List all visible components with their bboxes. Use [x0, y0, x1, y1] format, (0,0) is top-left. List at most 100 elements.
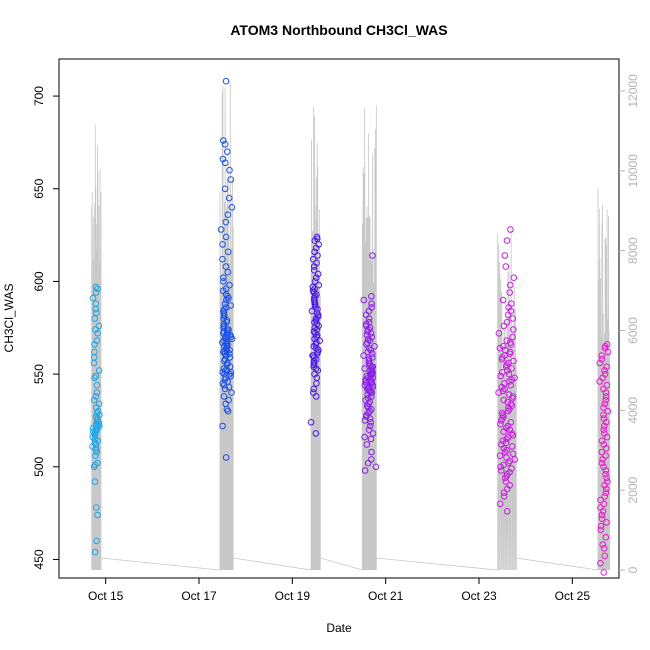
- data-point: [602, 396, 610, 404]
- data-point: [226, 354, 234, 361]
- data-point: [603, 381, 611, 389]
- data-point: [309, 287, 317, 295]
- data-point: [91, 374, 98, 382]
- data-point: [602, 393, 610, 400]
- data-point: [311, 318, 318, 326]
- data-point: [309, 283, 317, 291]
- data-point: [500, 322, 508, 330]
- data-point: [499, 387, 507, 395]
- data-point: [597, 559, 604, 567]
- data-point: [94, 330, 101, 337]
- data-point: [224, 293, 231, 300]
- data-point: [497, 372, 505, 380]
- x-tick-label: Oct 21: [368, 589, 404, 603]
- data-point: [601, 367, 608, 374]
- data-point: [505, 459, 512, 467]
- data-point: [500, 396, 508, 404]
- data-point: [602, 470, 609, 478]
- data-point: [510, 274, 518, 282]
- data-point: [367, 435, 375, 443]
- data-point: [368, 304, 375, 311]
- x-tick-label: Oct 15: [88, 589, 124, 603]
- x-tick-label: Oct 19: [275, 589, 311, 603]
- data-point: [222, 77, 230, 85]
- data-point: [502, 439, 510, 447]
- data-point: [366, 407, 374, 415]
- data-point: [501, 448, 509, 456]
- data-point: [369, 381, 376, 389]
- data-point: [93, 337, 101, 345]
- data-point: [222, 263, 230, 270]
- data-point: [311, 248, 318, 256]
- data-point: [361, 433, 368, 441]
- data-point: [222, 454, 230, 461]
- data-point: [497, 420, 504, 428]
- data-point: [598, 459, 606, 467]
- data-point: [222, 218, 230, 226]
- data-point: [506, 426, 514, 434]
- y-axis: 450 500 550 600 650 700: [32, 86, 59, 569]
- data-point: [365, 335, 372, 343]
- data-point: [226, 281, 233, 289]
- data-point: [603, 341, 611, 348]
- x-tick-label: Oct 23: [461, 589, 497, 603]
- data-point: [310, 385, 318, 393]
- data-point: [220, 278, 227, 285]
- data-point: [602, 533, 610, 541]
- data-point: [95, 322, 103, 330]
- data-point: [221, 300, 229, 308]
- data-point: [506, 482, 514, 489]
- data-point: [93, 504, 100, 511]
- y-axis-label: CH3Cl_WAS: [2, 284, 16, 353]
- data-point: [224, 211, 232, 218]
- data-point: [310, 389, 317, 396]
- data-point: [221, 141, 229, 148]
- data-point: [89, 428, 97, 435]
- data-point: [501, 474, 509, 482]
- data-point: [369, 354, 376, 361]
- data-point: [91, 548, 99, 556]
- data-point: [601, 343, 609, 350]
- data-point: [511, 374, 518, 382]
- data-point: [500, 493, 508, 500]
- data-point: [596, 359, 604, 367]
- data-point: [500, 489, 508, 497]
- data-point: [503, 424, 510, 432]
- data-point: [509, 450, 517, 458]
- data-point: [597, 496, 604, 504]
- data-point: [503, 337, 511, 345]
- data-point: [498, 467, 505, 474]
- data-point: [600, 463, 607, 471]
- data-point: [604, 407, 612, 415]
- data-point: [91, 348, 98, 356]
- data-point: [600, 415, 608, 422]
- data-point: [224, 248, 232, 256]
- data-point: [222, 233, 230, 241]
- scatter-points: [89, 77, 612, 576]
- data-point: [368, 448, 375, 456]
- data-point: [496, 452, 504, 460]
- x-axis: Oct 15 Oct 17 Oct 19 Oct 21 Oct 23 Oct 25: [88, 578, 590, 603]
- data-point: [360, 352, 367, 359]
- data-point: [366, 337, 374, 345]
- data-point: [600, 385, 607, 393]
- data-point: [94, 459, 101, 467]
- secondary-series: [91, 82, 611, 571]
- y2-axis: 0 2000 4000 6000 8000 10000 12000: [619, 74, 640, 573]
- data-point: [95, 400, 103, 408]
- data-point: [92, 300, 100, 308]
- data-point: [600, 441, 608, 448]
- data-point: [603, 363, 610, 371]
- data-point: [601, 493, 609, 500]
- data-point: [365, 356, 373, 363]
- data-point: [92, 393, 100, 400]
- data-point: [220, 393, 228, 400]
- data-point: [505, 391, 513, 398]
- data-point: [309, 255, 317, 263]
- data-point: [221, 185, 229, 193]
- data-point: [369, 430, 377, 437]
- data-point: [367, 419, 375, 426]
- data-point: [368, 456, 375, 463]
- data-point: [600, 569, 608, 576]
